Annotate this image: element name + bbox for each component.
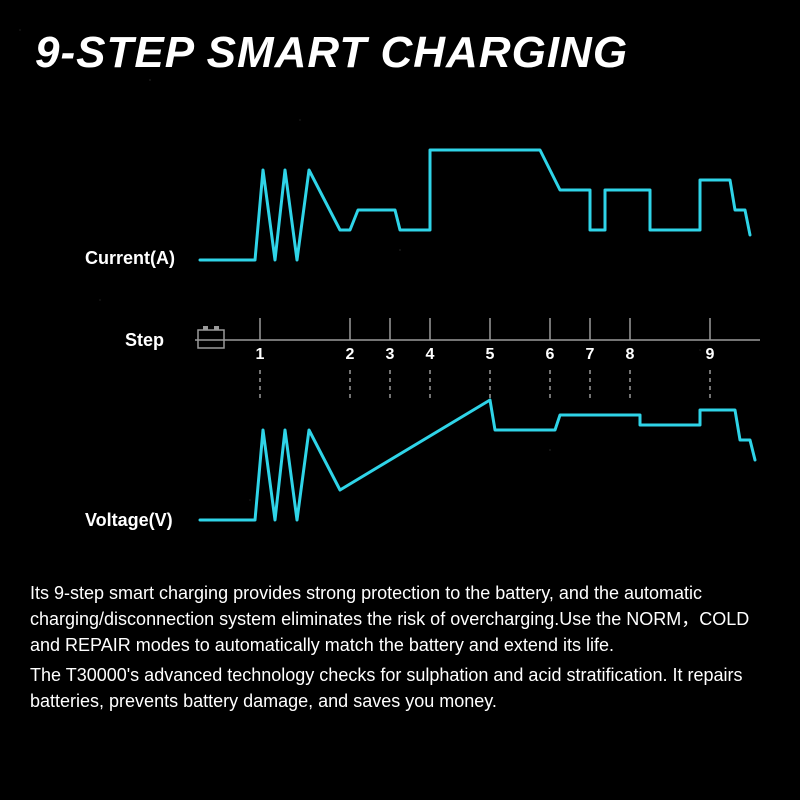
description-text: Its 9-step smart charging provides stron…	[30, 580, 770, 718]
step-number: 1	[252, 346, 268, 364]
chart-svg	[0, 140, 800, 560]
description-p2: The T30000's advanced technology checks …	[30, 662, 770, 714]
step-number: 2	[342, 346, 358, 364]
step-axis-label: Step	[125, 330, 164, 351]
voltage-axis-label: Voltage(V)	[85, 510, 173, 531]
step-number: 6	[542, 346, 558, 364]
current-axis-label: Current(A)	[85, 248, 175, 269]
step-number: 8	[622, 346, 638, 364]
page-title: 9-STEP SMART CHARGING	[35, 30, 628, 76]
step-number: 3	[382, 346, 398, 364]
step-number: 5	[482, 346, 498, 364]
step-number: 9	[702, 346, 718, 364]
step-number: 7	[582, 346, 598, 364]
charging-chart: Current(A) Step Voltage(V) 1 2 3 4 5 6 7 8 9	[0, 140, 800, 560]
description-p1: Its 9-step smart charging provides stron…	[30, 580, 770, 658]
step-number: 4	[422, 346, 438, 364]
